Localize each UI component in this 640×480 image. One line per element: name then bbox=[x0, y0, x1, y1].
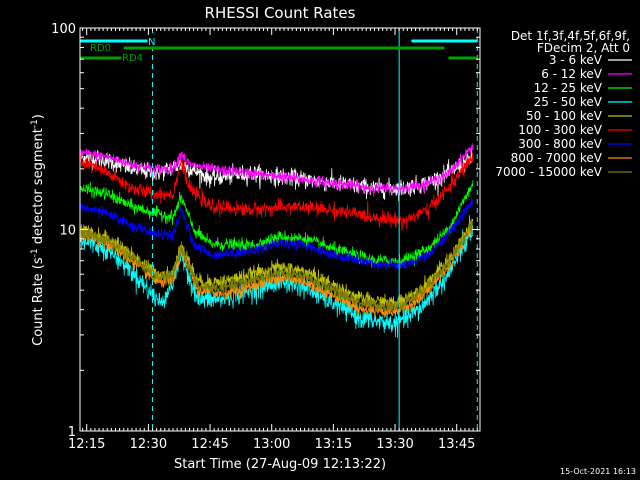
y-tick-label-0: 1 bbox=[68, 425, 76, 440]
footer-timestamp: 15-Oct-2021 16:13 bbox=[560, 467, 636, 476]
flag-label-rd4: RD4 bbox=[122, 53, 143, 64]
series-line-5 bbox=[79, 152, 474, 231]
series-line-8 bbox=[79, 220, 474, 313]
series-line-7 bbox=[79, 225, 474, 318]
series-line-6 bbox=[79, 194, 474, 272]
series-line-0 bbox=[79, 148, 474, 202]
legend-label-4: 50 - 100 keV bbox=[526, 109, 603, 123]
legend-header-line-1: Det 1f,3f,4f,5f,6f,9f, bbox=[511, 29, 630, 43]
series-layer bbox=[79, 143, 474, 339]
flag-label-n: N bbox=[148, 37, 155, 48]
legend-label-5: 100 - 300 keV bbox=[518, 123, 602, 137]
annotation-layer: N RD0 RD4 bbox=[80, 28, 478, 431]
x-tick-label-3: 13:00 bbox=[253, 437, 290, 452]
chart-title: RHESSI Count Rates bbox=[205, 4, 356, 22]
x-tick-label-4: 13:15 bbox=[315, 437, 352, 452]
legend-label-2: 12 - 25 keV bbox=[534, 81, 603, 95]
series-line-2 bbox=[79, 180, 474, 269]
legend-label-7: 800 - 7000 keV bbox=[511, 151, 603, 165]
x-axis-label: Start Time (27-Aug-09 12:13:22) bbox=[174, 457, 386, 472]
flag-label-rd0: RD0 bbox=[90, 43, 111, 54]
legend-header-line-2: FDecim 2, Att 0 bbox=[537, 41, 630, 55]
plot-frame bbox=[79, 27, 481, 432]
legend-label-8: 7000 - 15000 keV bbox=[495, 165, 602, 179]
legend-label-0: 3 - 6 keV bbox=[549, 53, 603, 67]
x-tick-label-5: 13:30 bbox=[376, 437, 413, 452]
x-tick-label-2: 12:45 bbox=[191, 437, 228, 452]
y-tick-label-1: 10 bbox=[59, 224, 76, 239]
x-tick-label-0: 12:15 bbox=[68, 437, 105, 452]
legend-label-1: 6 - 12 keV bbox=[541, 67, 603, 81]
y-tick-label-2: 100 bbox=[51, 22, 76, 37]
x-tick-label-6: 13:45 bbox=[438, 437, 475, 452]
legend-label-3: 25 - 50 keV bbox=[534, 95, 603, 109]
x-tick-label-1: 12:30 bbox=[130, 437, 167, 452]
legend-label-6: 300 - 800 keV bbox=[518, 137, 602, 151]
series-line-1 bbox=[79, 143, 474, 197]
y-axis-label: Count Rate (s-1 detector segment-1) bbox=[30, 114, 46, 346]
axes-layer: 12:15 12:30 12:45 13:00 13:15 13:30 13:45 1 10 10… bbox=[51, 22, 480, 452]
